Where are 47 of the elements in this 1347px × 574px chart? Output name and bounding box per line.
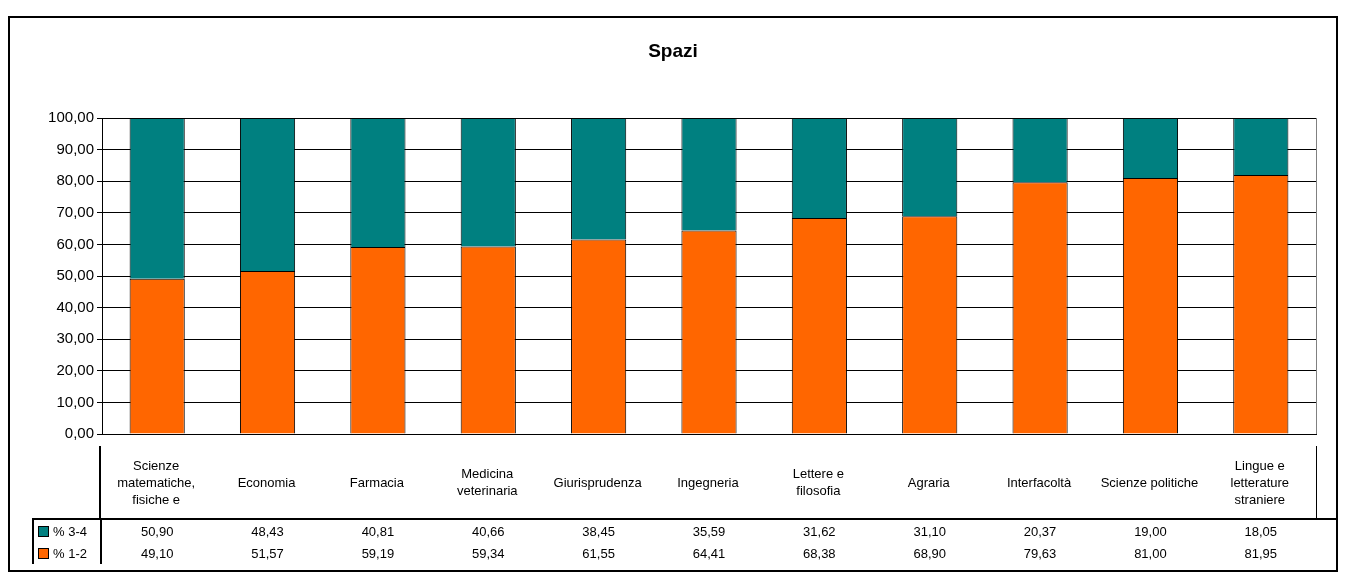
data-label: 81,00	[1133, 545, 1168, 561]
x-tick-label: Lettere e filosofia	[791, 465, 845, 500]
data-label: 50,90	[139, 523, 175, 539]
y-tick-label: 0,00	[64, 424, 94, 442]
chart-title: Spazi	[647, 40, 699, 63]
x-tick-label: Giurisprudenza	[552, 473, 643, 492]
y-tick-label: 100,00	[48, 108, 94, 126]
data-label: 19,00	[1133, 523, 1168, 539]
data-label: 59,34	[471, 545, 506, 561]
y-tick-label: 80,00	[56, 171, 94, 189]
data-label: 59,19	[360, 545, 396, 561]
x-tick-label: Farmacia	[348, 473, 405, 492]
data-label: 61,55	[581, 545, 616, 561]
data-label: 35,59	[691, 523, 727, 539]
data-label: 40,66	[471, 523, 506, 539]
data-label: 51,57	[250, 545, 285, 561]
data-label: 68,90	[912, 545, 947, 561]
x-tick-label: Ingegneria	[676, 473, 740, 492]
x-tick-label: Interfacoltà	[1005, 473, 1073, 492]
data-label: 31,62	[802, 523, 837, 539]
x-tick-label: Scienze politiche	[1099, 473, 1200, 492]
x-tick-label: Scienze matematiche, fisiche e	[116, 456, 197, 509]
y-tick-label: 90,00	[56, 139, 94, 157]
legend-label: % 3-4	[53, 523, 87, 539]
y-tick-label: 60,00	[56, 234, 94, 252]
data-label: 48,43	[250, 523, 285, 539]
x-tick-label: Economia	[236, 473, 297, 492]
data-label: 64,41	[691, 545, 727, 561]
data-label: 79,63	[1022, 545, 1058, 561]
x-tick-label: Medicina veterinaria	[455, 465, 519, 500]
data-label: 40,81	[360, 523, 396, 539]
data-label: 68,38	[802, 545, 837, 561]
y-tick-label: 10,00	[56, 392, 94, 410]
data-label: 38,45	[581, 523, 616, 539]
data-label: 18,05	[1243, 523, 1279, 539]
data-label: 20,37	[1022, 523, 1058, 539]
legend-label: % 1-2	[53, 545, 87, 561]
data-label: 81,95	[1243, 545, 1279, 561]
x-tick-label: Lingue e letterature straniere	[1229, 456, 1291, 509]
x-tick-label: Agraria	[906, 473, 951, 492]
y-tick-label: 70,00	[56, 202, 94, 220]
data-label: 49,10	[139, 545, 175, 561]
data-label: 31,10	[912, 523, 947, 539]
y-tick-label: 20,00	[56, 360, 94, 378]
y-tick-label: 30,00	[56, 329, 94, 347]
y-tick-label: 50,00	[56, 266, 94, 284]
y-tick-label: 40,00	[56, 297, 94, 315]
